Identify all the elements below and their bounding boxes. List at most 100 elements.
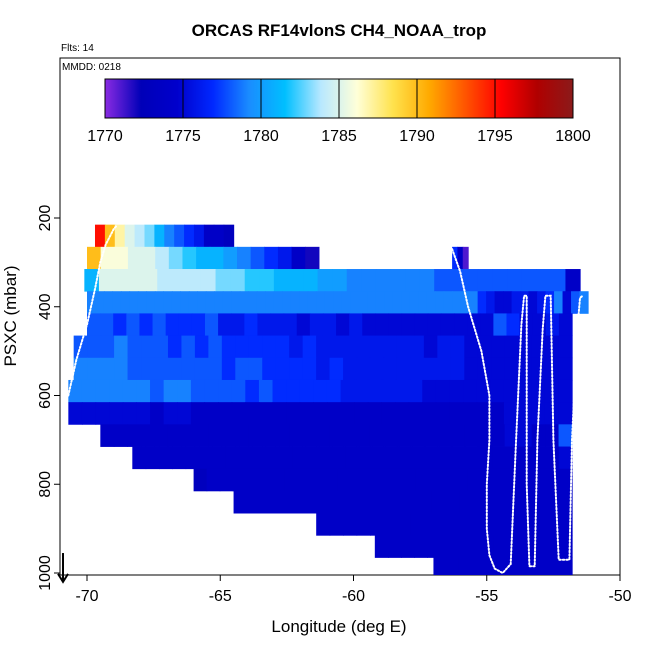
heatmap-cell <box>511 291 521 314</box>
x-tick-label: -50 <box>608 588 631 605</box>
heatmap-cell <box>443 291 453 314</box>
heatmap-cell <box>191 313 206 336</box>
heatmap-cell <box>109 402 124 425</box>
y-tick-label: 600 <box>37 382 54 409</box>
heatmap-cell <box>491 335 506 359</box>
heatmap-cell <box>275 357 290 381</box>
heatmap-cell <box>409 291 419 314</box>
heatmap-cell <box>190 402 206 425</box>
heatmap-cell <box>374 535 389 558</box>
heatmap-cell <box>137 291 148 314</box>
heatmap-cell <box>356 513 371 536</box>
heatmap-cell <box>94 224 106 248</box>
heatmap-cell <box>305 446 320 470</box>
heatmap-cell <box>245 468 260 492</box>
heatmap-cell <box>127 335 142 359</box>
flight-track-line <box>451 248 584 575</box>
heatmap-cell <box>528 291 538 314</box>
heatmap-cell <box>381 402 396 425</box>
heatmap-cell <box>518 424 533 447</box>
heatmap-cell <box>100 313 114 336</box>
heatmap-cell <box>375 291 385 314</box>
heatmap-cell <box>531 513 546 536</box>
heatmap-cell <box>490 379 505 403</box>
heatmap-cell <box>231 402 246 425</box>
heatmap-cell <box>558 468 573 492</box>
heatmap-cell <box>435 379 451 403</box>
heatmap-cell <box>114 224 126 248</box>
heatmap-cell <box>463 402 478 425</box>
heatmap-cell <box>389 468 403 492</box>
heatmap-cell <box>463 269 479 292</box>
heatmap-cell <box>521 557 535 575</box>
heatmap-cell <box>381 379 396 403</box>
heatmap-cell <box>231 379 246 403</box>
heatmap-cell <box>154 335 169 359</box>
heatmap-cell <box>302 424 317 447</box>
heatmap-cell <box>140 424 155 447</box>
heatmap-cell <box>204 402 219 425</box>
heatmap-cell <box>435 291 445 314</box>
heatmap-cell <box>558 402 573 425</box>
y-tick-label: 200 <box>37 205 54 232</box>
date-note: MMDD: 0218 <box>62 62 121 73</box>
heatmap-cell <box>388 490 404 514</box>
heatmap-cell <box>245 379 260 403</box>
heatmap-cell <box>437 335 452 359</box>
heatmap-cell <box>401 313 416 336</box>
colorbar-tick-label: 1780 <box>243 128 279 145</box>
heatmap-cell <box>450 357 465 381</box>
heatmap-cell <box>493 535 507 558</box>
x-axis-label: Longitude (deg E) <box>271 617 406 636</box>
heatmap-cell <box>317 269 333 292</box>
heatmap-cell <box>550 269 567 292</box>
heatmap-cell <box>544 580 559 600</box>
heatmap-cell <box>531 357 546 381</box>
heatmap-cell <box>208 335 223 359</box>
heatmap-cell <box>289 335 304 359</box>
heatmap-cell <box>188 291 198 314</box>
heatmap-cell <box>257 313 272 336</box>
heatmap-cell <box>531 424 546 447</box>
heatmap-cell <box>284 468 299 492</box>
heatmap-cell <box>122 379 138 403</box>
heatmap-cell <box>200 269 217 292</box>
arrow-head <box>57 573 69 584</box>
heatmap-cell <box>402 468 417 492</box>
heatmap-cell <box>235 357 250 381</box>
heatmap-cell <box>477 291 487 314</box>
heatmap-cell <box>532 535 547 558</box>
heatmap-cell <box>262 357 277 381</box>
heatmap-cell <box>247 490 263 514</box>
heatmap-cell <box>437 424 452 447</box>
heatmap-cell <box>374 490 390 514</box>
heatmap-cell <box>171 291 182 314</box>
heatmap-cell <box>521 269 537 292</box>
heatmap-cell <box>196 246 211 270</box>
heatmap-cell <box>503 402 519 425</box>
heatmap-cell <box>95 402 110 425</box>
heatmap-cell <box>235 335 250 359</box>
heatmap-cell <box>418 291 428 314</box>
heatmap-cell <box>273 291 283 314</box>
heatmap-cell <box>433 557 447 575</box>
colorbar-tick-label: 1770 <box>87 128 123 145</box>
y-tick-label: 1000 <box>37 555 54 591</box>
heatmap-cell <box>332 446 347 470</box>
heatmap-cell <box>410 513 425 536</box>
heatmap-cell <box>177 379 192 403</box>
heatmap-cell <box>127 246 143 270</box>
heatmap-cell <box>518 335 533 359</box>
heatmap-cell <box>129 291 139 314</box>
heatmap-cell <box>490 402 505 425</box>
heatmap-cell <box>340 402 355 425</box>
heatmap-cell <box>318 446 333 470</box>
heatmap-cell <box>558 446 573 470</box>
heatmap-cell <box>168 246 184 270</box>
heatmap-cell <box>157 269 173 292</box>
y-axis: 200 400 600 800 1000 <box>37 205 60 591</box>
heatmap-cell <box>469 291 479 314</box>
heatmap-cell <box>155 246 170 270</box>
heatmap-cell <box>329 513 344 536</box>
heatmap-cell <box>262 424 277 447</box>
